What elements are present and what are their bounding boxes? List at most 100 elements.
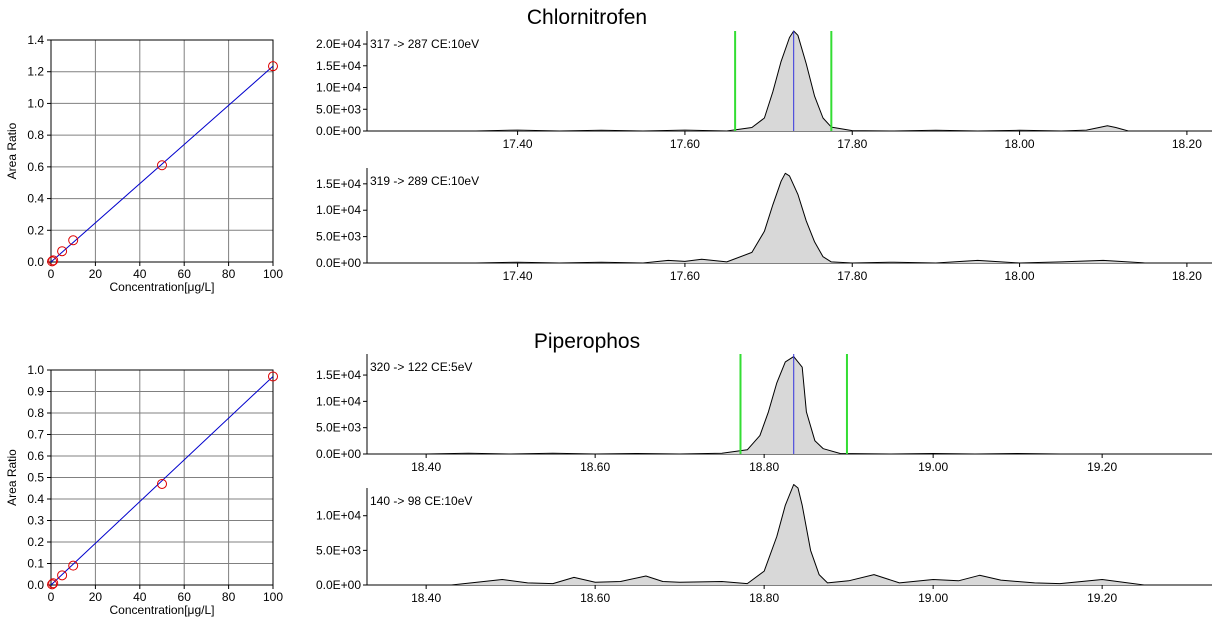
peak-area-fill: [367, 484, 1212, 585]
y-tick-label: 0.1: [27, 557, 44, 571]
transition-label: 317 -> 287 CE:10eV: [370, 37, 479, 51]
transition-label: 319 -> 289 CE:10eV: [370, 174, 479, 188]
peak-area-fill: [367, 31, 1212, 131]
data-point: [57, 246, 68, 257]
peak-area-fill: [367, 173, 1212, 263]
y-axis-label: Area Ratio: [5, 449, 19, 506]
x-tick-label: 18.40: [411, 591, 441, 605]
x-tick-label: 18.80: [749, 591, 779, 605]
chromatogram-trace: [367, 356, 1212, 455]
y-tick-label: 0.8: [27, 406, 44, 420]
chromatogram-trace: [367, 484, 1212, 586]
y-tick-label: 0.0: [27, 255, 44, 269]
x-tick-label: 18.20: [1172, 269, 1202, 283]
x-tick-label: 19.20: [1087, 591, 1117, 605]
y-tick-label: 0.0E+00: [316, 578, 361, 592]
y-tick-label: 1.0: [27, 363, 44, 377]
x-tick-label: 60: [178, 267, 192, 281]
x-tick-label: 60: [178, 590, 192, 604]
y-tick-label: 0.6: [27, 160, 44, 174]
x-tick-label: 17.60: [670, 137, 700, 151]
y-tick-label: 5.0E+03: [316, 102, 361, 116]
y-tick-label: 0.4: [27, 192, 44, 206]
data-point: [47, 256, 58, 267]
y-tick-label: 5.0E+03: [316, 543, 361, 557]
x-tick-label: 20: [89, 267, 103, 281]
y-tick-label: 1.0: [27, 96, 44, 110]
data-point: [68, 235, 79, 246]
chromatogram-1: 0.0E+00 5.0E+03 1.0E+04 1.5E+04 2.0E+04 17.40…: [316, 30, 1212, 151]
x-tick-label: 20: [89, 590, 103, 604]
data-point: [57, 570, 68, 581]
y-tick-label: 2.0E+04: [316, 37, 361, 51]
x-axis-label: Concentration[μg/L]: [110, 280, 215, 294]
y-axis-label: Area Ratio: [5, 122, 19, 179]
x-tick-label: 18.60: [580, 591, 610, 605]
x-axis-label: Concentration[μg/L]: [110, 603, 215, 617]
x-tick-label: 40: [133, 590, 147, 604]
y-tick-label: 1.0E+04: [316, 203, 361, 217]
y-tick-label: 1.0E+04: [316, 509, 361, 523]
x-tick-label: 18.40: [411, 460, 441, 474]
x-tick-label: 17.80: [837, 269, 867, 283]
y-tick-label: 1.0E+04: [316, 394, 361, 408]
transition-label: 320 -> 122 CE:5eV: [370, 360, 472, 374]
regression-line: [50, 65, 274, 263]
x-tick-label: 17.40: [503, 269, 533, 283]
y-tick-label: 0.4: [27, 492, 44, 506]
x-tick-label: 17.80: [837, 137, 867, 151]
compound-title: Chlornitrofen: [527, 6, 647, 29]
x-tick-label: 100: [263, 267, 283, 281]
y-tick-label: 0.0E+00: [316, 447, 361, 461]
y-tick-label: 1.0E+04: [316, 81, 361, 95]
y-tick-label: 1.5E+04: [316, 368, 361, 382]
y-tick-label: 0.0: [27, 578, 44, 592]
chromatogram-4: 0.0E+00 5.0E+03 1.0E+04 1.5E+04 18.40 18.60 18…: [316, 354, 1212, 474]
x-tick-label: 17.60: [670, 269, 700, 283]
x-tick-label: 40: [133, 267, 147, 281]
x-tick-label: 80: [222, 590, 236, 604]
transition-label: 140 -> 98 CE:10eV: [370, 494, 472, 508]
y-tick-label: 0.7: [27, 428, 44, 442]
data-point: [47, 579, 58, 590]
y-tick-label: 0.9: [27, 385, 44, 399]
x-tick-label: 80: [222, 267, 236, 281]
y-tick-label: 0.2: [27, 535, 44, 549]
x-tick-label: 0: [48, 590, 55, 604]
y-tick-label: 1.2: [27, 65, 44, 79]
chromatogram-trace: [367, 30, 1212, 132]
x-tick-label: 18.00: [1005, 269, 1035, 283]
calibration-curve-3: 0 20 40 60 80 100 0.0 0.1 0.2 0.3 0.4 0.5 0.6 0.7 0.8 0…: [5, 363, 283, 617]
compound-title: Piperophos: [534, 330, 640, 353]
data-point: [48, 255, 59, 266]
x-tick-label: 17.40: [503, 137, 533, 151]
y-tick-label: 0.0E+00: [316, 124, 361, 138]
x-tick-label: 18.80: [749, 460, 779, 474]
x-tick-label: 19.00: [918, 591, 948, 605]
chromatogram-trace: [367, 172, 1212, 264]
y-tick-label: 0.2: [27, 223, 44, 237]
x-tick-label: 19.00: [918, 460, 948, 474]
chromatogram-2: 0.0E+00 5.0E+03 1.0E+04 1.5E+04 17.40 17.60 17…: [316, 168, 1212, 283]
regression-line: [50, 376, 274, 586]
data-point: [157, 478, 167, 489]
plot-frame: [50, 39, 274, 263]
x-tick-label: 18.60: [580, 460, 610, 474]
chromatogram-5: 0.0E+00 5.0E+03 1.0E+04 18.40 18.60 18.80 19.0…: [316, 484, 1212, 605]
x-tick-label: 18.20: [1172, 137, 1202, 151]
y-tick-label: 1.4: [27, 33, 44, 47]
y-tick-label: 1.5E+04: [316, 59, 361, 73]
calibration-curve-0: 0 20 40 60 80 100 0.0 0.2 0.4 0.6 0.8 1.0 1.2 1.4 Conc…: [5, 33, 283, 294]
x-tick-label: 19.20: [1087, 460, 1117, 474]
data-point: [68, 560, 79, 571]
data-point: [268, 371, 278, 382]
y-tick-label: 0.0E+00: [316, 256, 361, 270]
x-tick-label: 18.00: [1005, 137, 1035, 151]
y-tick-label: 0.8: [27, 128, 44, 142]
y-tick-label: 5.0E+03: [316, 421, 361, 435]
peak-area-fill: [367, 356, 1212, 454]
data-point: [157, 160, 167, 171]
x-tick-label: 100: [263, 590, 283, 604]
data-point: [268, 61, 278, 72]
